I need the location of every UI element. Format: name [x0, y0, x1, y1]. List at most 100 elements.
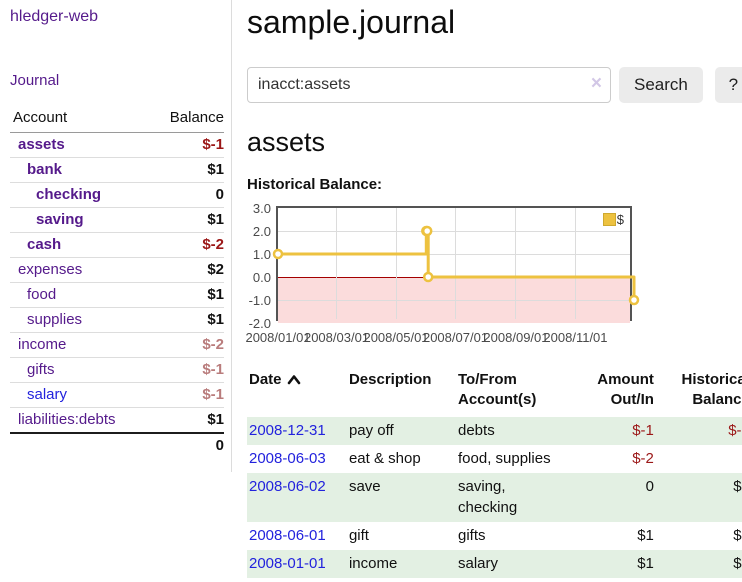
account-name-cell: liabilities:debts — [10, 407, 152, 433]
register-accounts-cell: gifts — [458, 527, 486, 544]
account-balance: $1 — [151, 157, 224, 183]
account-balance: $-2 — [151, 332, 224, 358]
account-balance: $1 — [151, 207, 224, 233]
account-name-cell: saving — [10, 207, 152, 233]
accounts-header-balance: Balance — [151, 107, 224, 133]
y-axis-tick-label: 3.0 — [252, 201, 271, 216]
account-name-cell: food — [10, 282, 152, 308]
register-row: 2008-06-01 gift gifts $1 $2 — [247, 522, 742, 550]
account-name-cell: cash — [10, 232, 152, 258]
register-date-cell: 2008-06-03 — [247, 445, 347, 473]
register-header-amount: Amount Out/In — [597, 371, 654, 408]
account-link[interactable]: gifts — [27, 361, 55, 378]
data-point-marker — [272, 248, 284, 260]
sidebar-item-journal[interactable]: Journal — [10, 72, 60, 89]
account-name-cell: gifts — [10, 357, 152, 383]
account-row: checking 0 — [10, 182, 224, 208]
x-axis-tick-label: 2008/01/01 — [245, 330, 311, 345]
nav-wrap: Journal — [10, 72, 224, 89]
gridline — [455, 208, 456, 319]
account-balance: $1 — [151, 307, 224, 333]
series-color-swatch — [602, 213, 616, 226]
y-axis-tick-label: -2.0 — [248, 316, 271, 331]
account-balance: $-1 — [151, 382, 224, 408]
transaction-date-link[interactable]: 2008-06-03 — [249, 450, 326, 467]
account-link[interactable]: food — [27, 286, 57, 303]
register-description-cell: gift — [348, 527, 369, 544]
gridline — [336, 208, 338, 319]
account-link[interactable]: income — [18, 336, 67, 353]
account-name-cell: assets — [10, 132, 152, 158]
register-amount-cell: $1 — [637, 527, 654, 544]
accounts-table: Account Balance assets $-1 bank $1 checking 0… — [10, 107, 224, 458]
x-axis-tick-label: 2008/07/01 — [422, 330, 489, 345]
account-name-cell: bank — [10, 157, 152, 183]
x-axis-tick-label: 2008/11/01 — [543, 330, 608, 345]
chart-legend: $ — [602, 212, 624, 227]
account-link[interactable]: assets — [18, 136, 65, 153]
register-description-cell: pay off — [348, 422, 394, 439]
register-header-date[interactable]: Date — [247, 368, 347, 417]
account-balance: $-1 — [151, 132, 224, 158]
account-row: food $1 — [10, 282, 224, 308]
register-row: 2008-12-31 pay off debts $-1 $-1 — [247, 417, 742, 445]
account-balance: $1 — [151, 407, 224, 433]
account-link[interactable]: expenses — [18, 261, 83, 278]
account-link[interactable]: salary — [27, 386, 68, 403]
gridline — [395, 208, 397, 319]
account-name-cell: supplies — [10, 307, 152, 333]
account-heading: assets — [247, 127, 326, 157]
account-row: gifts $-1 — [10, 357, 224, 383]
account-row: liabilities:debts $1 — [10, 407, 224, 433]
y-axis-tick-label: 0.0 — [252, 270, 271, 285]
account-link[interactable]: bank — [27, 161, 63, 178]
accounts-total-row: 0 — [10, 432, 224, 458]
register-balance-cell: $-1 — [728, 422, 742, 439]
account-link[interactable]: saving — [36, 211, 84, 228]
accounts-total-value: 0 — [151, 432, 224, 458]
transaction-date-link[interactable]: 2008-06-01 — [249, 527, 326, 544]
account-link[interactable]: supplies — [27, 311, 83, 328]
transaction-date-link[interactable]: 2008-01-01 — [249, 555, 326, 572]
account-link[interactable]: cash — [27, 236, 62, 253]
y-axis-tick-label: 2.0 — [252, 224, 271, 239]
x-axis-tick-label: 2008/03/01 — [303, 330, 370, 345]
search-button[interactable]: Search — [619, 67, 703, 103]
account-name-cell: income — [10, 332, 152, 358]
search-form: × Search ? — [247, 67, 742, 103]
brand-wrap: hledger-web — [10, 8, 224, 26]
x-axis-tick-label: 2008/05/01 — [363, 330, 429, 345]
page-title: sample.journal — [247, 4, 456, 40]
clear-search-icon[interactable]: × — [590, 73, 602, 94]
register-balance-cell: 0 — [656, 445, 742, 473]
transaction-date-link[interactable]: 2008-06-02 — [249, 478, 326, 495]
account-name-cell: salary — [10, 382, 152, 408]
gridline — [574, 208, 576, 319]
search-input[interactable] — [247, 67, 611, 103]
gridline — [515, 208, 517, 319]
data-point-marker — [421, 225, 433, 237]
main-content: sample.journal × Search ? assets Histori… — [232, 0, 742, 578]
account-row: salary $-1 — [10, 382, 224, 408]
register-amount-cell: $-1 — [632, 422, 654, 439]
register-date-cell: 2008-06-02 — [247, 473, 347, 522]
account-row: saving $1 — [10, 207, 224, 233]
balance-chart-plot[interactable]: $ — [272, 206, 640, 323]
balance-chart: $ 3.0 2.0 1.0 0.0 -1.0 -2.0 2008/01/01 2008/03/… — [245, 201, 676, 352]
search-input-wrap: × — [247, 67, 611, 103]
account-row: expenses $2 — [10, 257, 224, 283]
app-brand-link[interactable]: hledger-web — [10, 8, 99, 25]
register-amount-cell: $-2 — [632, 450, 654, 467]
transaction-date-link[interactable]: 2008-12-31 — [249, 422, 326, 439]
help-button[interactable]: ? — [714, 67, 742, 103]
data-point-marker — [422, 271, 434, 283]
accounts-header-account: Account — [10, 107, 152, 133]
balance-line-series — [272, 225, 640, 306]
register-header-description: Description — [348, 371, 432, 388]
account-link[interactable]: checking — [36, 186, 102, 203]
account-link[interactable]: liabilities:debts — [18, 411, 116, 428]
account-balance: $1 — [151, 282, 224, 308]
sort-ascending-icon — [287, 375, 300, 385]
register-row: 2008-06-03 eat & shop food, supplies $-20 — [247, 445, 742, 473]
